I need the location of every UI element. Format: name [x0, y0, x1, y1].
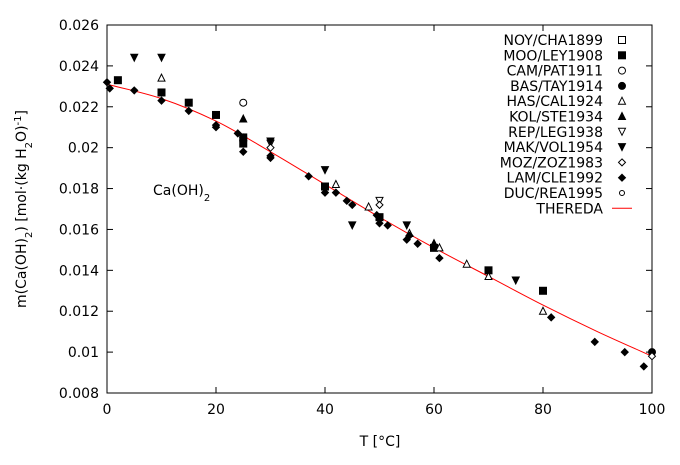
data-point-lam-cle1992	[590, 337, 599, 347]
legend-label: MOZ/ZOZ1983	[500, 155, 603, 171]
legend-marker	[618, 81, 626, 90]
data-point-kol-ste1934	[429, 238, 439, 248]
data-point-lam-cle1992	[331, 188, 341, 197]
x-tick-label: 40	[316, 402, 334, 418]
data-point-mak-vol1954	[402, 221, 412, 230]
data-point-mak-vol1954	[347, 221, 357, 230]
y-tick-label: 0.02	[68, 141, 99, 157]
data-point-lam-cle1992	[435, 253, 444, 263]
data-point-moz-zoz1983	[375, 200, 384, 210]
data-point-lam-cle1992	[239, 147, 248, 156]
data-point-lam-cle1992	[320, 188, 330, 197]
data-point-has-cal1924	[331, 179, 341, 188]
annotation: Ca(OH)2	[153, 183, 210, 204]
data-point-lam-cle1992	[184, 106, 193, 116]
legend-label: DUC/REA1995	[504, 186, 603, 202]
legend: NOY/CHA1899MOO/LEY1908CAM/PAT1911BAS/TAY…	[500, 33, 632, 217]
y-tick-label: 0.024	[59, 59, 99, 75]
plot-frame	[106, 24, 653, 394]
data-point-has-cal1924	[157, 73, 166, 82]
data-point-lam-cle1992	[413, 239, 422, 248]
legend-marker	[617, 111, 627, 120]
data-point-mak-vol1954	[157, 53, 166, 63]
legend-label: MOO/LEY1908	[503, 48, 603, 64]
legend-marker	[619, 190, 625, 196]
data-point-lam-cle1992	[102, 78, 112, 87]
y-tick-label: 0.016	[59, 222, 99, 238]
data-point-lam-cle1992	[375, 219, 384, 228]
legend-label: KOL/STE1934	[509, 110, 603, 126]
data-point-moz-zoz1983	[266, 143, 275, 152]
data-point-lam-cle1992	[130, 86, 139, 95]
data-point-lam-cle1992	[546, 313, 556, 322]
data-point-lam-cle1992	[105, 84, 114, 93]
x-tick-label: 0	[103, 402, 112, 418]
data-point-lam-cle1992	[157, 96, 166, 105]
data-point-has-cal1924	[435, 242, 444, 252]
y-tick-label: 0.022	[59, 100, 99, 116]
data-point-moo-ley1908	[113, 76, 122, 85]
data-point-has-cal1924	[538, 306, 548, 315]
x-tick-label: 100	[639, 402, 666, 418]
x-tick-label: 80	[534, 402, 552, 418]
data-point-lam-cle1992	[639, 362, 649, 371]
data-point-cam-pat1911	[239, 98, 248, 107]
legend-marker	[618, 66, 626, 75]
data-point-moo-ley1908	[184, 98, 193, 107]
data-point-lam-cle1992	[233, 129, 243, 138]
data-point-lam-cle1992	[239, 133, 248, 142]
data-point-lam-cle1992	[620, 347, 629, 357]
data-point-mak-vol1954	[511, 276, 521, 286]
data-point-moo-ley1908	[539, 286, 547, 295]
y-tick-label: 0.008	[59, 386, 99, 402]
data-point-moo-ley1908	[157, 88, 166, 97]
y-tick-label: 0.018	[59, 182, 99, 198]
legend-label: BAS/TAY1914	[510, 79, 603, 95]
legend-marker	[617, 173, 627, 182]
data-point-mak-vol1954	[266, 137, 275, 147]
data-point-mak-vol1954	[129, 53, 139, 63]
axes: 0 20 40 60 80 100 0.008 0.01 0.012 0.014 0.016 0.01…	[59, 18, 665, 418]
legend-label: CAM/PAT1911	[507, 64, 603, 80]
legend-label: REP/LEG1938	[508, 125, 603, 141]
legend-label: MAK/VOL1954	[504, 140, 603, 156]
legend-marker	[618, 36, 626, 44]
data-point-has-cal1924	[364, 201, 373, 211]
legend-marker	[618, 51, 626, 60]
y-tick-label: 0.01	[68, 345, 99, 361]
legend-label: THEREDA	[535, 201, 603, 217]
legend-label: NOY/CHA1899	[503, 33, 603, 49]
legend-label: LAM/CLE1992	[506, 171, 603, 187]
legend-label: HAS/CAL1924	[507, 94, 604, 110]
y-tick-label: 0.026	[59, 18, 99, 34]
legend-marker	[617, 158, 627, 167]
data-point-lam-cle1992	[342, 196, 352, 206]
points-layer	[102, 53, 657, 371]
legend-marker	[617, 143, 627, 152]
data-point-has-cal1924	[462, 259, 472, 268]
x-tick-label: 60	[425, 402, 443, 418]
data-point-lam-cle1992	[348, 200, 357, 210]
data-point-moo-ley1908	[212, 110, 220, 119]
data-point-lam-cle1992	[304, 172, 313, 181]
data-point-lam-cle1992	[405, 231, 414, 240]
legend-marker	[617, 127, 627, 137]
legend-marker	[617, 96, 627, 105]
x-axis-label: T [°C]	[359, 434, 401, 450]
y-tick-label: 0.014	[59, 263, 99, 279]
data-point-kol-ste1934	[238, 113, 248, 123]
data-point-mak-vol1954	[320, 166, 330, 175]
data-point-lam-cle1992	[266, 153, 275, 163]
y-tick-label: 0.012	[59, 304, 99, 320]
y-axis-label: m(Ca(OH)2) [mol·(kg H2O)-1]	[13, 110, 35, 308]
data-point-has-cal1924	[484, 271, 493, 280]
data-point-lam-cle1992	[211, 123, 221, 132]
x-tick-label: 20	[207, 402, 225, 418]
data-point-lam-cle1992	[383, 221, 392, 230]
data-point-moz-zoz1983	[647, 351, 657, 361]
